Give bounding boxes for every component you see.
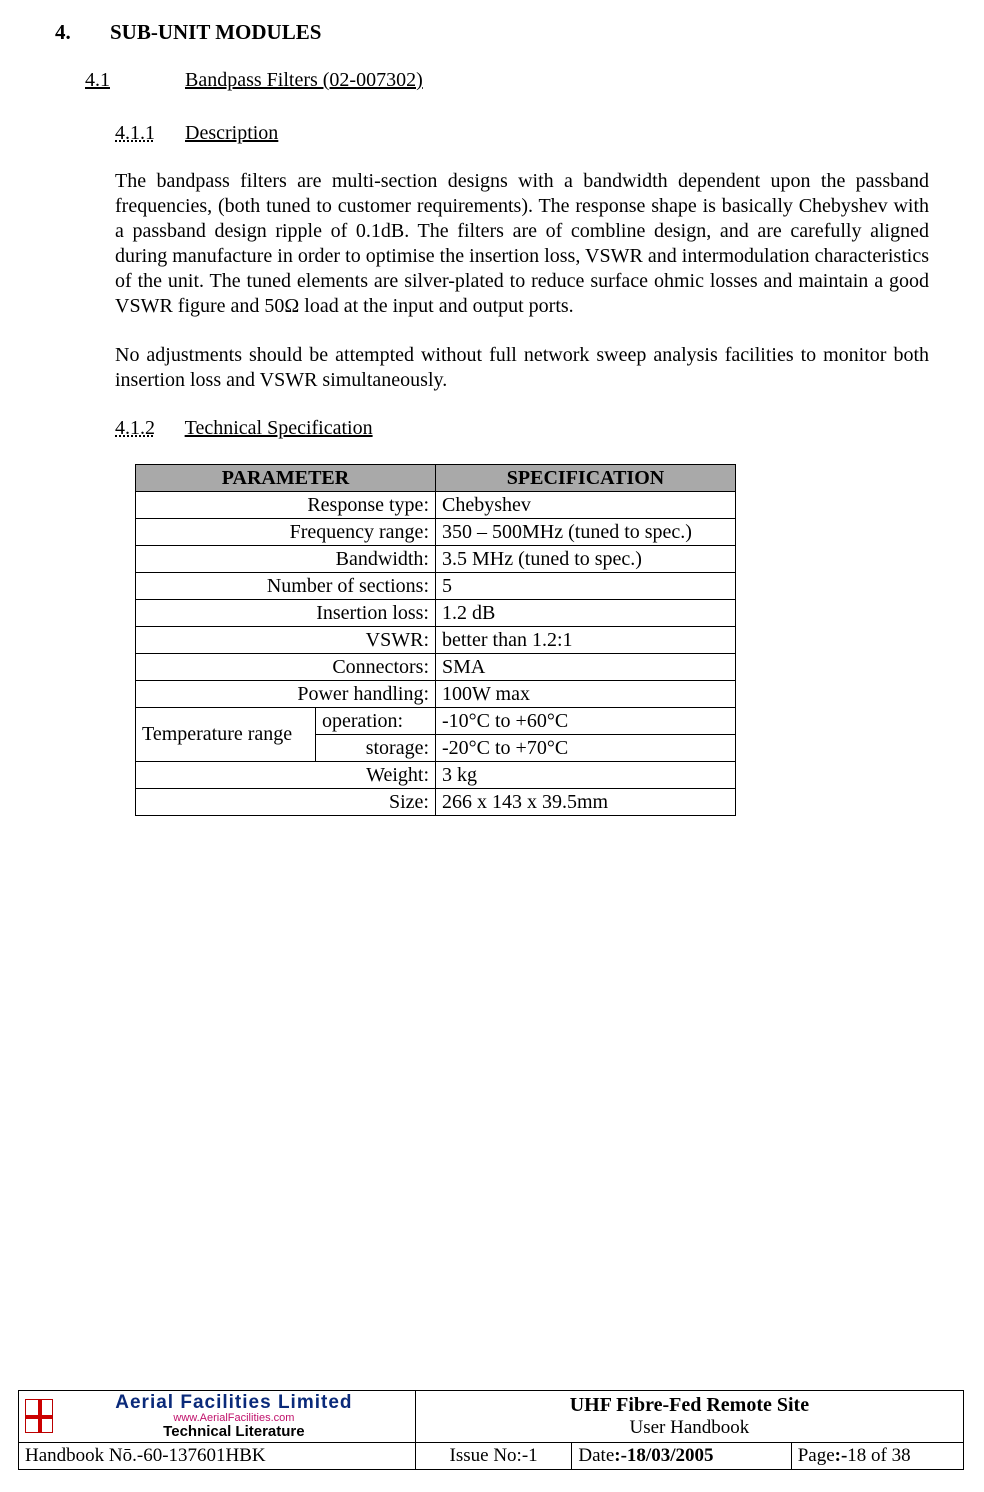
spec-cell: SMA xyxy=(436,654,736,681)
footer-date-cell: Date:-18/03/2005 xyxy=(572,1443,791,1470)
section-title-text: SUB-UNIT MODULES xyxy=(110,20,321,45)
spec-cell: 1.2 dB xyxy=(436,600,736,627)
footer-doc-title-1: UHF Fibre-Fed Remote Site xyxy=(422,1394,957,1417)
param-cell: Connectors: xyxy=(136,654,436,681)
footer-handbook-cell: Handbook Nō.-60-137601HBK xyxy=(19,1443,416,1470)
description-paragraph-1: The bandpass filters are multi-section d… xyxy=(115,169,929,319)
footer-issue-cell: Issue No:-1 xyxy=(415,1443,572,1470)
spec-cell: 350 – 500MHz (tuned to spec.) xyxy=(436,519,736,546)
param-cell: Response type: xyxy=(136,492,436,519)
temperature-range-label: Temperature range xyxy=(136,708,316,762)
table-row: Frequency range:350 – 500MHz (tuned to s… xyxy=(136,519,736,546)
table-row: Response type:Chebyshev xyxy=(136,492,736,519)
table-row: Connectors:SMA xyxy=(136,654,736,681)
table-header-row: PARAMETER SPECIFICATION xyxy=(136,465,736,492)
param-cell: Bandwidth: xyxy=(136,546,436,573)
subsection-title-text: Bandpass Filters (02-007302) xyxy=(185,69,423,92)
page-footer: Aerial Facilities Limitedwww.AerialFacil… xyxy=(18,1390,964,1470)
spec-cell: Chebyshev xyxy=(436,492,736,519)
subsub-title: Description xyxy=(185,122,278,144)
header-parameter: PARAMETER xyxy=(136,465,436,492)
table-row: Number of sections:5 xyxy=(136,573,736,600)
param-cell: Weight: xyxy=(136,762,436,789)
footer-table: Aerial Facilities Limitedwww.AerialFacil… xyxy=(18,1390,964,1470)
flag-icon xyxy=(25,1399,53,1433)
spec-cell: -10°C to +60°C xyxy=(436,708,736,735)
table-row: VSWR:better than 1.2:1 xyxy=(136,627,736,654)
spec-cell: 100W max xyxy=(436,681,736,708)
table-row: Size:266 x 143 x 39.5mm xyxy=(136,789,736,816)
param-cell: Insertion loss: xyxy=(136,600,436,627)
footer-doc-title-cell: UHF Fibre-Fed Remote SiteUser Handbook xyxy=(415,1390,963,1442)
subsub-title: Technical Specification xyxy=(185,417,373,439)
subsubsection-411: 4.1.1 Description xyxy=(115,122,929,145)
subsubsection-412: 4.1.2 Technical Specification xyxy=(115,417,929,440)
table-row: Weight:3 kg xyxy=(136,762,736,789)
table-row: Bandwidth:3.5 MHz (tuned to spec.) xyxy=(136,546,736,573)
description-paragraph-2: No adjustments should be attempted witho… xyxy=(115,343,929,393)
spec-cell: -20°C to +70°C xyxy=(436,735,736,762)
footer-page-cell: Page:-18 of 38 xyxy=(791,1443,963,1470)
footer-logo-cell: Aerial Facilities Limitedwww.AerialFacil… xyxy=(19,1390,416,1442)
spec-cell: 5 xyxy=(436,573,736,600)
subsection-heading: 4.1 Bandpass Filters (02-007302) xyxy=(85,69,929,92)
subsub-number: 4.1.1 xyxy=(115,122,180,145)
param-cell: Power handling: xyxy=(136,681,436,708)
specification-table: PARAMETER SPECIFICATION Response type:Ch… xyxy=(135,464,736,816)
spec-cell: 3 kg xyxy=(436,762,736,789)
table-row: Insertion loss:1.2 dB xyxy=(136,600,736,627)
subsection-number: 4.1 xyxy=(85,69,185,92)
spec-cell: 3.5 MHz (tuned to spec.) xyxy=(436,546,736,573)
section-heading: 4. SUB-UNIT MODULES xyxy=(55,20,929,45)
table-row-temp-op: Temperature range operation: -10°C to +6… xyxy=(136,708,736,735)
table-row: Power handling:100W max xyxy=(136,681,736,708)
logo-line3: Technical Literature xyxy=(59,1424,409,1440)
footer-doc-title-2: User Handbook xyxy=(422,1417,957,1439)
param-cell: Frequency range: xyxy=(136,519,436,546)
param-cell: Number of sections: xyxy=(136,573,436,600)
section-number: 4. xyxy=(55,20,110,45)
header-specification: SPECIFICATION xyxy=(436,465,736,492)
footer-row-1: Aerial Facilities Limitedwww.AerialFacil… xyxy=(19,1390,964,1442)
spec-cell: better than 1.2:1 xyxy=(436,627,736,654)
spec-cell: 266 x 143 x 39.5mm xyxy=(436,789,736,816)
temp-sub-cell: storage: xyxy=(316,735,436,762)
temp-sub-cell: operation: xyxy=(316,708,436,735)
param-cell: Size: xyxy=(136,789,436,816)
footer-row-2: Handbook Nō.-60-137601HBKIssue No:-1Date… xyxy=(19,1443,964,1470)
subsub-number: 4.1.2 xyxy=(115,417,180,440)
param-cell: VSWR: xyxy=(136,627,436,654)
logo-line1: Aerial Facilities Limited xyxy=(59,1393,409,1413)
